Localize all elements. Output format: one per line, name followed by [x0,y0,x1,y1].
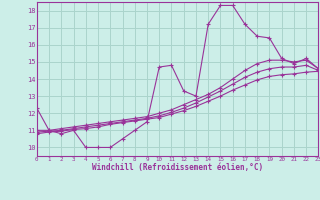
X-axis label: Windchill (Refroidissement éolien,°C): Windchill (Refroidissement éolien,°C) [92,163,263,172]
